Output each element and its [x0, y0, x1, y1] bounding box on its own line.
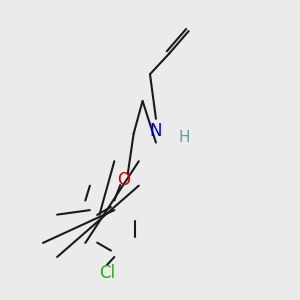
Text: H: H	[178, 130, 190, 145]
Text: O: O	[117, 171, 130, 189]
Text: N: N	[150, 122, 162, 140]
Text: Cl: Cl	[99, 264, 115, 282]
